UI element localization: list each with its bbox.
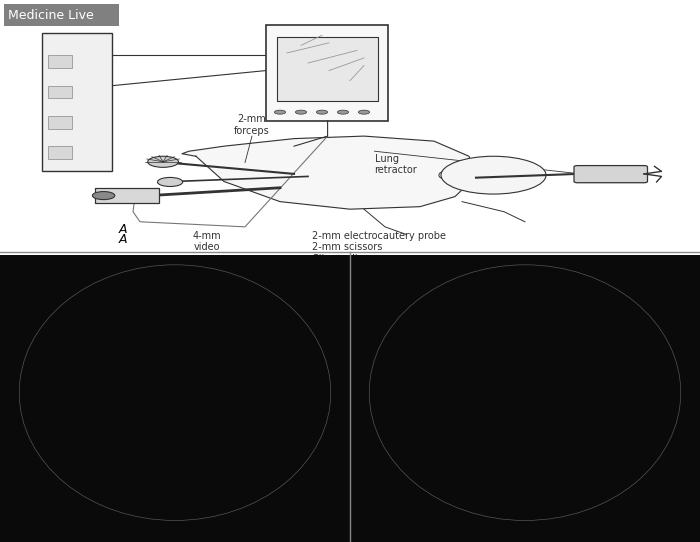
FancyBboxPatch shape — [48, 86, 72, 98]
Text: B: B — [171, 528, 179, 541]
Circle shape — [218, 448, 223, 452]
Ellipse shape — [350, 285, 455, 500]
Circle shape — [274, 110, 286, 114]
Circle shape — [556, 435, 564, 442]
Ellipse shape — [179, 443, 241, 480]
FancyBboxPatch shape — [48, 146, 72, 159]
Ellipse shape — [15, 291, 209, 478]
Text: Descending
aorta: Descending aorta — [580, 301, 641, 344]
Ellipse shape — [486, 404, 592, 473]
Text: Isthmus: Isthmus — [419, 425, 503, 447]
Circle shape — [597, 446, 607, 454]
FancyBboxPatch shape — [48, 116, 72, 128]
Circle shape — [20, 265, 330, 520]
Ellipse shape — [14, 306, 112, 387]
Circle shape — [550, 459, 556, 464]
Circle shape — [161, 430, 168, 436]
FancyBboxPatch shape — [266, 25, 388, 121]
Text: C: C — [521, 528, 529, 541]
Text: Lung
retractor: Lung retractor — [374, 154, 417, 176]
Text: A: A — [118, 223, 127, 236]
Ellipse shape — [545, 427, 631, 485]
Circle shape — [441, 156, 546, 194]
Circle shape — [148, 156, 178, 167]
Text: 2-mm
forceps: 2-mm forceps — [234, 114, 270, 136]
Polygon shape — [182, 136, 476, 209]
Text: Vagus nerve: Vagus nerve — [14, 423, 90, 434]
Circle shape — [370, 265, 680, 520]
Text: 2-mm electrocautery probe
2-mm scissors
Clip applier: 2-mm electrocautery probe 2-mm scissors … — [312, 230, 445, 264]
Circle shape — [603, 402, 608, 406]
Ellipse shape — [385, 291, 490, 391]
Ellipse shape — [449, 325, 643, 483]
Text: A: A — [118, 233, 127, 246]
PathPatch shape — [0, 255, 350, 542]
Ellipse shape — [108, 361, 256, 470]
Text: Isthmus: Isthmus — [197, 418, 253, 445]
Polygon shape — [350, 255, 700, 542]
Polygon shape — [0, 255, 350, 542]
Circle shape — [584, 418, 592, 425]
FancyBboxPatch shape — [276, 36, 378, 101]
Circle shape — [571, 456, 584, 467]
Circle shape — [358, 110, 370, 114]
PathPatch shape — [350, 255, 700, 542]
Circle shape — [564, 413, 570, 418]
Ellipse shape — [122, 397, 228, 469]
Circle shape — [295, 110, 307, 114]
Ellipse shape — [130, 424, 206, 476]
Text: PDA clip: PDA clip — [412, 330, 486, 358]
Text: Medicine Live: Medicine Live — [8, 9, 94, 22]
Circle shape — [92, 191, 115, 199]
Ellipse shape — [473, 370, 612, 473]
Text: PDA: PDA — [66, 380, 136, 390]
Circle shape — [316, 110, 328, 114]
FancyBboxPatch shape — [42, 33, 112, 171]
FancyBboxPatch shape — [48, 55, 72, 68]
Circle shape — [613, 430, 620, 435]
Text: Probe: Probe — [78, 294, 117, 320]
FancyBboxPatch shape — [574, 166, 648, 183]
Circle shape — [337, 110, 349, 114]
Ellipse shape — [439, 171, 452, 179]
Circle shape — [158, 177, 183, 186]
Circle shape — [188, 455, 197, 462]
Circle shape — [200, 439, 206, 444]
Text: Descending
aorta: Descending aorta — [197, 288, 259, 324]
Text: LSA: LSA — [504, 463, 526, 491]
Circle shape — [172, 465, 178, 469]
FancyBboxPatch shape — [4, 4, 119, 27]
Text: 4-mm
video
camera: 4-mm video camera — [188, 230, 225, 264]
Text: LSA: LSA — [132, 460, 158, 484]
FancyBboxPatch shape — [94, 188, 159, 203]
